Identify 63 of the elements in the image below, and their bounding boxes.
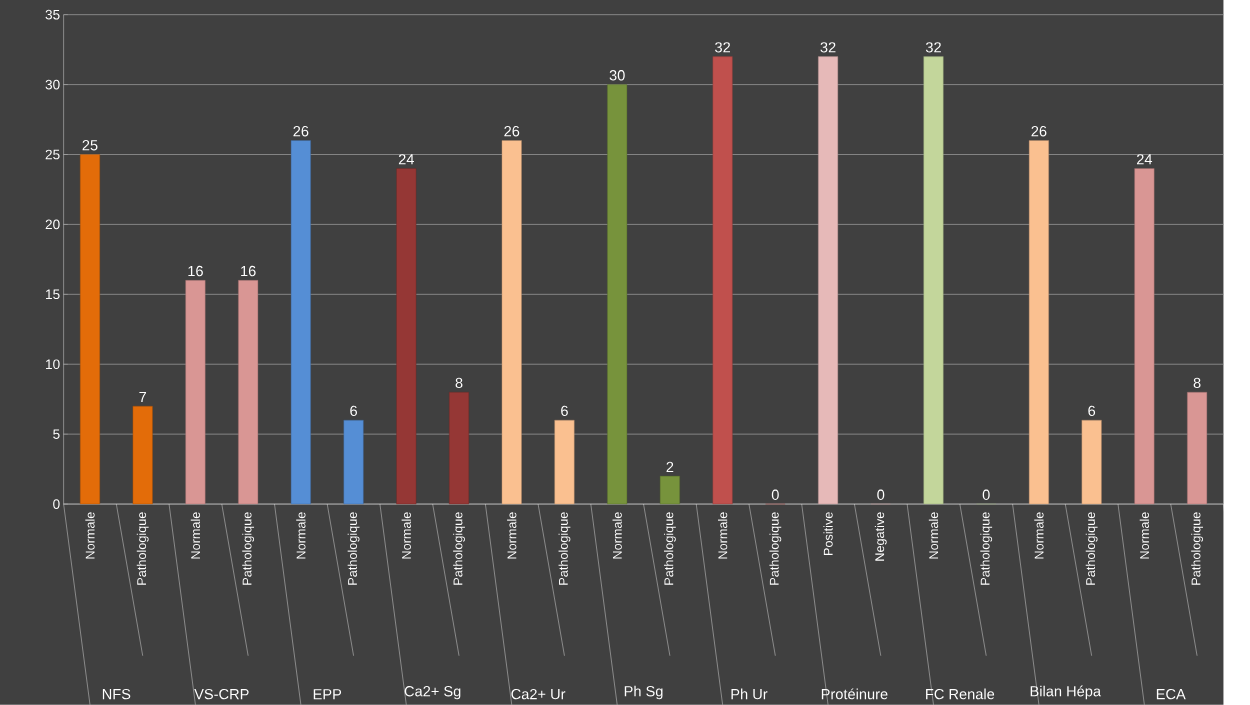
text: Ph Sg bbox=[624, 685, 663, 700]
y-tick-label: 25 bbox=[45, 149, 60, 160]
data-label: 24 bbox=[398, 154, 415, 165]
data-label: 0 bbox=[877, 489, 885, 500]
x-tick-label: Pathologique bbox=[1191, 512, 1203, 585]
x-tick-label: Normale bbox=[928, 512, 939, 559]
x-tick-label: Pathologique bbox=[347, 512, 360, 585]
x-tick-label: Pathologique bbox=[242, 512, 255, 585]
x-tick-label: Normale bbox=[296, 512, 306, 559]
data-label: 16 bbox=[241, 265, 256, 277]
data-label: 8 bbox=[455, 377, 463, 389]
y-tick-label: 10 bbox=[46, 359, 60, 370]
x-tick-label: Pathologique bbox=[663, 512, 676, 585]
data-label: 30 bbox=[609, 70, 625, 81]
data-label: 16 bbox=[188, 265, 203, 277]
x-tick-label: Pathologique bbox=[453, 512, 465, 585]
data-label: 2 bbox=[666, 461, 674, 473]
text: Protéinure bbox=[821, 688, 888, 700]
y-tick-label: 30 bbox=[45, 79, 60, 90]
x-tick-label: Pathologique bbox=[1085, 512, 1098, 585]
data-label: 24 bbox=[1136, 154, 1153, 165]
x-tick-label: Pathologique bbox=[558, 512, 571, 585]
x-tick-label: Normale bbox=[507, 512, 517, 559]
x-tick-label: Pathologique bbox=[136, 512, 149, 585]
x-tick-label: Positive bbox=[823, 512, 833, 556]
x-tick-label: Normale bbox=[1034, 512, 1044, 559]
x-tick-label: Normale bbox=[190, 512, 201, 559]
data-label: 0 bbox=[982, 489, 990, 500]
text: Ca2+ Sg bbox=[404, 686, 461, 700]
x-tick-label: Pathologique bbox=[769, 512, 782, 585]
data-label: 6 bbox=[561, 405, 568, 417]
text: ECA bbox=[1156, 688, 1186, 700]
data-label: 26 bbox=[293, 126, 309, 137]
y-tick-label: 35 bbox=[45, 9, 60, 20]
data-label: 6 bbox=[350, 405, 358, 417]
data-label: 26 bbox=[504, 126, 520, 137]
y-tick-label: 20 bbox=[45, 219, 60, 230]
y-tick-label: 5 bbox=[53, 429, 60, 439]
text: NFS bbox=[102, 688, 131, 700]
x-tick-label: Pathologique bbox=[980, 512, 993, 585]
x-tick-label: Negative bbox=[874, 512, 887, 561]
text: VS-CRP bbox=[194, 688, 249, 700]
text: FC Renale bbox=[926, 688, 995, 700]
data-label: 32 bbox=[925, 42, 941, 53]
data-label: 26 bbox=[1031, 126, 1047, 137]
data-label: 0 bbox=[771, 489, 779, 500]
y-tick-label: 15 bbox=[46, 289, 60, 300]
y-tick-label: 0 bbox=[53, 499, 60, 509]
x-tick-label: Normale bbox=[85, 512, 95, 559]
x-tick-label: Normale bbox=[612, 512, 622, 559]
data-label: 7 bbox=[139, 392, 147, 403]
data-label: 32 bbox=[715, 42, 731, 53]
text: Ca2+ Ur bbox=[511, 688, 566, 700]
data-label: 8 bbox=[1193, 377, 1201, 389]
x-tick-label: Normale bbox=[717, 512, 728, 559]
text: Bilan Hépa bbox=[1030, 685, 1102, 700]
data-label: 32 bbox=[820, 42, 836, 53]
text: EPP bbox=[313, 689, 342, 700]
text: Ph Ur bbox=[731, 688, 768, 700]
data-label: 6 bbox=[1088, 405, 1096, 417]
x-tick-label: Normale bbox=[401, 512, 411, 559]
data-label: 25 bbox=[82, 140, 98, 151]
x-tick-label: Normale bbox=[1139, 512, 1150, 559]
